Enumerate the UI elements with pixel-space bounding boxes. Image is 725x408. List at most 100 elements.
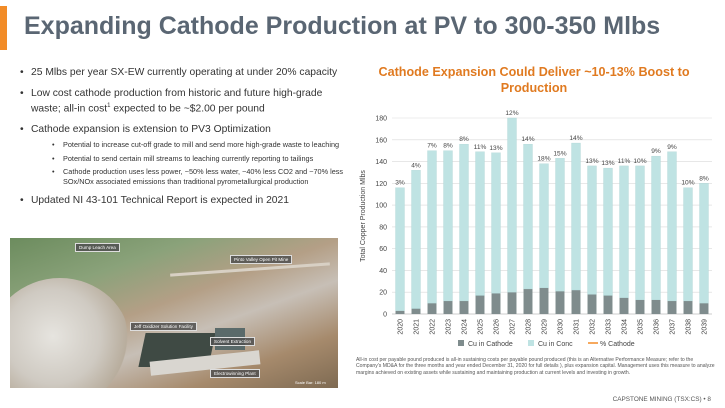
pct-cathode-label: 10% [681,180,694,187]
bullet-list: 25 Mlbs per year SX-EW currently operati… [20,66,348,215]
bar-cu-in-conc [475,151,485,296]
production-bar-chart: 0 20 40 60 80 100 120 140 160 180 Total Copper Pro… [360,110,712,348]
photo-label-solvent-extraction: Solvent Extraction [210,337,256,346]
bar-cu-in-cathode [523,288,533,314]
bar-cu-in-conc [443,150,453,302]
x-tick-label: 2020 [398,319,405,335]
pct-cathode-label: 12% [505,110,518,117]
pct-cathode-label: 9% [667,144,677,151]
bar-cu-in-conc [459,143,469,302]
bar-cu-in-cathode [411,308,421,314]
sub-bullet-1: Potential to increase cut-off grade to m… [52,140,348,150]
x-tick-label: 2026 [494,319,501,335]
bar-cu-in-cathode [619,297,629,314]
pct-cathode-label: 7% [427,143,437,150]
pct-cathode-label: 13% [585,158,598,165]
bar-cu-in-cathode [635,299,645,314]
y-tick-label: 40 [379,268,387,275]
bar-cu-in-cathode [651,299,661,314]
footnote: All-in cost per payable pound produced i… [356,357,715,376]
pct-cathode-label: 8% [443,143,453,150]
open-pit-area [10,278,130,388]
y-tick-label: 0 [383,312,387,319]
legend-label: % Cathode [600,341,635,348]
x-tick-label: 2033 [606,319,613,335]
x-tick-label: 2039 [702,319,709,335]
bar-cu-in-conc [667,151,677,302]
pct-cathode-label: 11% [618,158,631,165]
bar-cu-in-conc [587,165,597,295]
y-tick-label: 180 [375,116,387,123]
bar-cu-in-conc [651,155,661,300]
bar-cu-in-cathode [443,300,453,314]
bar-cu-in-conc [395,187,405,311]
bar-cu-in-cathode [683,300,693,314]
x-tick-label: 2030 [558,319,565,335]
photo-label-open-pit: Pinto Valley Open Pit Mine [230,255,293,264]
x-tick-label: 2021 [414,319,421,335]
bar-cu-in-cathode [507,292,517,314]
bar-cu-in-conc [523,143,533,290]
pct-cathode-label: 8% [699,175,709,182]
photo-label-dump-leach: Dump Leach Area [75,243,120,252]
bar-cu-in-conc [411,170,421,309]
title-accent-bar [0,6,7,50]
y-tick-label: 80 [379,224,387,231]
y-axis-label: Total Copper Production Mlbs [360,170,367,262]
x-tick-label: 2031 [574,319,581,335]
y-tick-label: 140 [375,159,387,166]
bar-cu-in-cathode [459,300,469,314]
x-tick-label: 2029 [542,319,549,335]
pct-cathode-label: 18% [537,156,550,163]
pct-cathode-label: 14% [521,136,534,143]
bar-cu-in-conc [427,150,437,304]
x-tick-label: 2034 [622,319,629,335]
y-tick-label: 100 [375,203,387,210]
bar-cu-in-cathode [667,300,677,314]
bar-cu-in-cathode [395,310,405,314]
bar-cu-in-cathode [475,295,485,314]
aerial-site-photo: Dump Leach Area Pinto Valley Open Pit Mi… [10,238,338,388]
x-tick-label: 2032 [590,319,597,335]
pct-cathode-label: 15% [553,150,566,157]
bar-cu-in-conc [619,165,629,298]
x-tick-label: 2023 [446,319,453,335]
pct-cathode-label: 4% [411,162,421,169]
photo-scale-bar: Scale Bar: 180 m [295,380,326,385]
bar-cu-in-cathode [555,291,565,314]
bar-cu-in-cathode [587,294,597,314]
slide-title: Expanding Cathode Production at PV to 30… [24,12,661,40]
x-tick-label: 2025 [478,319,485,335]
pct-cathode-label: 3% [395,180,405,187]
x-tick-label: 2036 [654,319,661,335]
bullet-3: Cathode expansion is extension to PV3 Op… [20,123,348,136]
bar-cu-in-cathode [571,290,581,314]
pct-cathode-label: 8% [459,136,469,143]
bar-cu-in-cathode [491,293,501,314]
x-tick-label: 2022 [430,319,437,335]
x-tick-label: 2024 [462,319,469,335]
x-tick-label: 2038 [686,319,693,335]
pct-cathode-label: 14% [569,135,582,142]
bar-cu-in-conc [699,183,709,304]
legend-label: Cu in Cathode [468,341,513,348]
x-tick-label: 2035 [638,319,645,335]
x-tick-label: 2037 [670,319,677,335]
y-tick-label: 120 [375,181,387,188]
bar-cu-in-cathode [539,287,549,314]
pct-cathode-label: 9% [651,148,661,155]
sub-bullet-2: Potential to send certain mill streams t… [52,154,348,164]
bar-cu-in-conc [571,142,581,291]
y-tick-label: 60 [379,246,387,253]
bar-cu-in-conc [491,152,501,294]
footer: CAPSTONE MINING (TSX:CS) • 8 [612,396,711,403]
bullet-2: Low cost cathode production from histori… [20,87,348,115]
pct-cathode-label: 13% [489,145,502,152]
bar-cu-in-conc [555,158,565,292]
bullet-4: Updated NI 43-101 Technical Report is ex… [20,194,348,207]
pct-cathode-label: 10% [633,158,646,165]
bullet-3-sublist: Potential to increase cut-off grade to m… [20,140,348,186]
photo-label-jeff-facility: Jeff Oxidizer Solution Facility [130,322,197,331]
photo-label-electrowinning: Electrowinning Plant [210,369,260,378]
bar-cu-in-cathode [603,295,613,314]
